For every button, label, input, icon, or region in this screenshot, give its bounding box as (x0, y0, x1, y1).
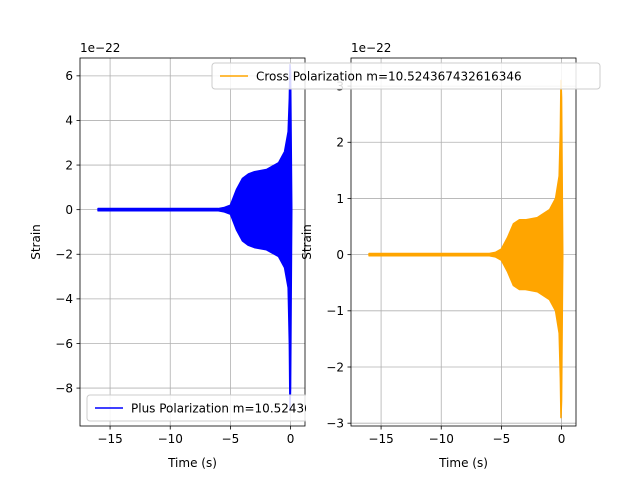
y-tick-label: −8 (55, 381, 73, 395)
y-tick-label: −2 (55, 248, 73, 262)
x-tick-label: −15 (368, 432, 393, 446)
y-tick-label: 6 (65, 69, 73, 83)
y-tick-label: 0 (65, 203, 73, 217)
axes-frame (79, 57, 306, 427)
y-tick-label: −4 (55, 292, 73, 306)
x-tick-label: −5 (493, 432, 511, 446)
y-tick-label: 2 (336, 136, 344, 150)
y-tick-label: 1 (336, 192, 344, 206)
subplot-cross-polarization: −15−10−50−3−2−10123Time (s)Strain1e−22Cr… (211, 41, 601, 470)
x-tick-label: −5 (222, 432, 240, 446)
series-line (368, 79, 564, 419)
y-tick-label: 4 (65, 114, 73, 128)
axis-offset-text: 1e−22 (351, 41, 391, 55)
y-tick-label: 2 (65, 158, 73, 172)
y-tick-label: −2 (326, 360, 344, 374)
y-axis-label: Strain (29, 224, 43, 260)
x-axis-label: Time (s) (167, 456, 217, 470)
series-line (97, 63, 293, 412)
x-tick-label: −10 (158, 432, 183, 446)
legend: Plus Polarization m=10.524367432616346 (86, 394, 388, 422)
axis-offset-text: 1e−22 (80, 41, 120, 55)
y-axis-label: Strain (300, 224, 314, 260)
legend-label: Cross Polarization m=10.524367432616346 (256, 70, 522, 84)
y-tick-label: −1 (326, 304, 344, 318)
x-tick-label: 0 (558, 432, 566, 446)
x-tick-label: −15 (97, 432, 122, 446)
y-tick-label: −3 (326, 416, 344, 430)
x-axis-label: Time (s) (438, 456, 488, 470)
legend-label: Plus Polarization m=10.524367432616346 (131, 402, 388, 416)
axes-frame (350, 57, 577, 427)
legend-box (211, 62, 601, 90)
y-tick-label: 0 (336, 248, 344, 262)
y-tick-label: −6 (55, 337, 73, 351)
legend: Cross Polarization m=10.524367432616346 (211, 62, 601, 90)
legend-box (86, 394, 306, 422)
x-tick-label: 0 (287, 432, 295, 446)
x-tick-label: −10 (429, 432, 454, 446)
